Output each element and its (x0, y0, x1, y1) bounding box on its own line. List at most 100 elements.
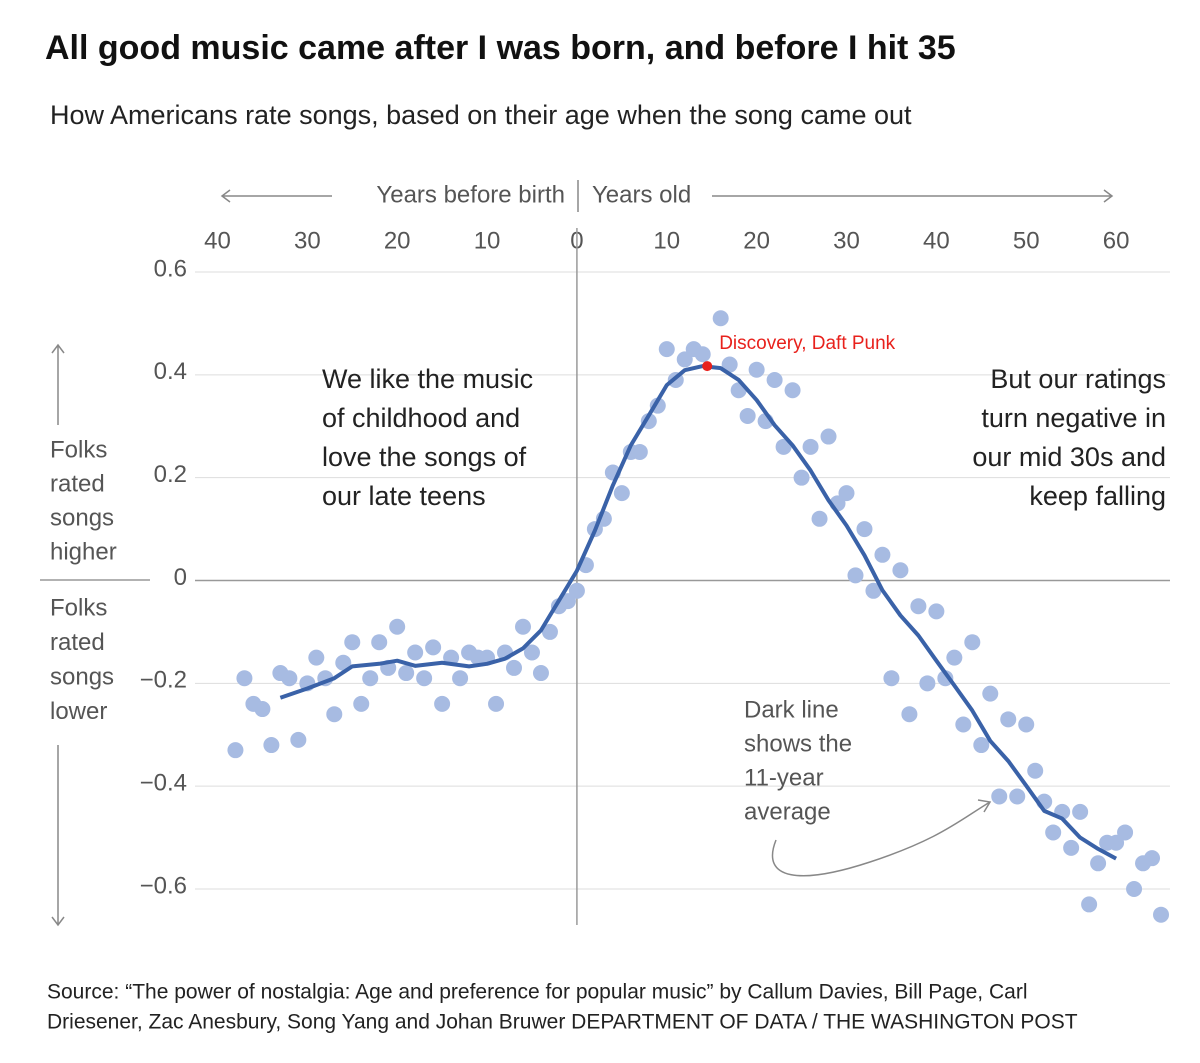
dot (973, 737, 990, 754)
dot (964, 634, 981, 651)
dot (937, 670, 954, 687)
dot (748, 361, 765, 378)
dot (371, 634, 388, 651)
dot (712, 310, 729, 327)
annotation: our mid 30s and (972, 442, 1166, 472)
dot (721, 356, 738, 373)
x-axis-label: Years before birth (376, 181, 565, 208)
dot (344, 634, 361, 651)
dot (1072, 803, 1089, 820)
dot (389, 618, 406, 635)
dot (820, 428, 837, 445)
x-tick-label: 40 (923, 227, 950, 254)
dot (1126, 881, 1143, 898)
dot (1153, 906, 1170, 923)
dot (254, 701, 271, 718)
highlight-dot (702, 361, 713, 372)
y-axis-label: rated (50, 629, 105, 656)
dot (1063, 839, 1080, 856)
x-tick-label: 60 (1103, 227, 1130, 254)
dot (1009, 788, 1026, 805)
dot (326, 706, 343, 723)
annotation: But our ratings (990, 364, 1166, 394)
y-tick-label: 0 (174, 564, 187, 591)
dot (910, 598, 927, 615)
dot (362, 670, 379, 687)
y-axis-label: higher (50, 538, 117, 565)
dot (1018, 716, 1035, 733)
dot (1108, 834, 1125, 851)
x-tick-label: 20 (743, 227, 770, 254)
dot (335, 654, 352, 671)
dot (883, 670, 900, 687)
y-axis-label: songs (50, 504, 114, 531)
source-note: Driesener, Zac Anesbury, Song Yang and J… (47, 1011, 1078, 1034)
dot (991, 788, 1008, 805)
y-axis-label: rated (50, 470, 105, 497)
x-tick-label: 50 (1013, 227, 1040, 254)
x-tick-label: 10 (474, 227, 501, 254)
x-axis-label: Years old (592, 181, 691, 208)
dot (784, 382, 801, 399)
highlight-label: Discovery, Daft Punk (719, 333, 895, 354)
x-tick-label: 10 (653, 227, 680, 254)
source-note: Source: “The power of nostalgia: Age and… (47, 981, 1027, 1004)
dot (874, 546, 891, 563)
y-tick-label: 0.6 (154, 255, 187, 282)
dot (1027, 762, 1044, 779)
dot (290, 731, 307, 748)
dot (532, 665, 549, 682)
dot (541, 623, 558, 640)
chart-title: All good music came after I was born, an… (45, 29, 956, 67)
annotation: keep falling (1029, 481, 1166, 511)
dot (514, 618, 531, 635)
dot (1144, 850, 1161, 867)
dot (1090, 855, 1107, 872)
chart-subtitle: How Americans rate songs, based on their… (50, 100, 912, 130)
dot (281, 670, 298, 687)
dot (811, 510, 828, 527)
y-axis-label: songs (50, 663, 114, 690)
dot (227, 742, 244, 759)
annotation: 11-year (744, 764, 824, 791)
dot (568, 582, 585, 599)
dot (928, 603, 945, 620)
dot (658, 341, 675, 358)
y-axis-label: Folks (50, 436, 107, 463)
dot (739, 407, 756, 424)
annotation: We like the music (322, 364, 533, 394)
dot (982, 685, 999, 702)
dot (766, 371, 783, 388)
dot (946, 649, 963, 666)
y-tick-label: 0.2 (154, 461, 187, 488)
y-tick-label: −0.2 (140, 667, 187, 694)
annotation: of childhood and (322, 403, 520, 433)
dot (847, 567, 864, 584)
annotation: shows the (744, 730, 852, 757)
dot (488, 695, 505, 712)
dot (416, 670, 433, 687)
y-axis-label: Folks (50, 594, 107, 621)
annotation: our late teens (322, 481, 486, 511)
annotation: average (744, 798, 831, 825)
dot (613, 485, 630, 502)
dot (631, 443, 648, 460)
dot (793, 469, 810, 486)
dot (434, 695, 451, 712)
dot (1000, 711, 1017, 728)
dot (425, 639, 442, 656)
dot (856, 521, 873, 538)
dot (353, 695, 370, 712)
direction-arrows (51, 180, 1114, 927)
y-tick-label: 0.4 (154, 358, 187, 385)
dot (838, 485, 855, 502)
dot (506, 659, 523, 676)
dot (694, 346, 711, 363)
x-tick-label: 40 (204, 227, 231, 254)
dot (676, 351, 693, 368)
dot (901, 706, 918, 723)
dot (407, 644, 424, 661)
dot (1117, 824, 1134, 841)
